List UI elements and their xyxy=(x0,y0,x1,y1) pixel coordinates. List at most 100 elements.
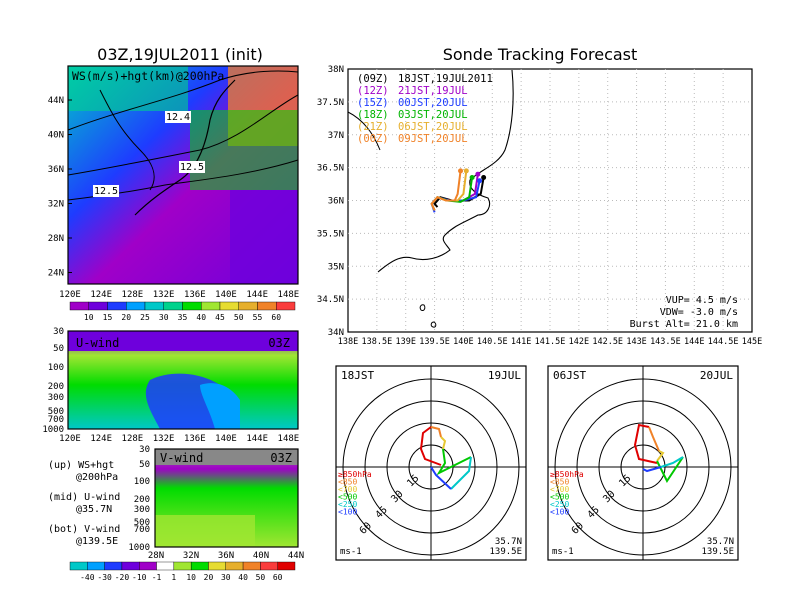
hodo-lon: 139.5E xyxy=(489,547,522,557)
hodograph-trace xyxy=(648,426,660,452)
lat-tick-label: 36.5N xyxy=(317,164,344,174)
u-wind-frame xyxy=(67,330,299,430)
right-title: Sonde Tracking Forecast xyxy=(443,45,638,64)
pressure-tick-label: 30 xyxy=(139,445,150,455)
colorbar-label: 40 xyxy=(196,313,206,322)
coastline xyxy=(99,89,155,191)
pressure-tick-label: 500 xyxy=(134,518,150,528)
hodo-time: 06JST xyxy=(553,369,586,382)
u-x-ticks: 120E 124E 128E 132E 136E 140E 144E 148E xyxy=(59,434,299,444)
level-legend: <250 xyxy=(338,500,357,509)
legend-code: (18Z) xyxy=(357,109,389,121)
pressure-tick-label: 1000 xyxy=(128,543,150,553)
sonde-burst-point xyxy=(463,168,469,174)
colorbar-swatch xyxy=(139,561,157,571)
contour-label: 12.5 xyxy=(94,186,118,197)
colorbar-swatch xyxy=(126,301,146,311)
v-wind-frame xyxy=(154,448,299,548)
hodograph-trace xyxy=(642,466,662,473)
lon-tick-label: 142E xyxy=(569,337,589,347)
legend-time: 21JST,19JUL xyxy=(398,85,468,97)
coastline xyxy=(134,79,236,216)
note-sub: @200hPa xyxy=(76,472,118,483)
pressure-tick-label: 300 xyxy=(134,505,150,515)
colorbar-swatch xyxy=(201,301,221,311)
u-wind-time: 03Z xyxy=(268,336,290,350)
pressure-tick-label: 1000 xyxy=(42,425,64,435)
contour-label-box xyxy=(179,161,205,173)
colorbar-swatch xyxy=(190,561,209,571)
lon-tick-label: 132E xyxy=(153,434,175,444)
colorbar-swatch xyxy=(238,301,258,311)
sonde-burst-point xyxy=(475,171,481,177)
hodo-date: 20JUL xyxy=(700,369,733,382)
colorbar-label: 35 xyxy=(178,313,188,322)
colorbar-swatch xyxy=(257,301,277,311)
ws-map-panel: WS(m/s)+hgt(km)@200hPa 12.412.512.5 44N4… xyxy=(48,65,300,322)
lon-tick-label: 141E xyxy=(511,337,531,347)
hodograph-trace xyxy=(450,456,472,490)
lon-tick-label: 124E xyxy=(90,434,112,444)
ws-lat-ticks: 44N 40N 36N 32N 28N 24N xyxy=(48,96,72,279)
pressure-tick-label: 700 xyxy=(134,525,150,535)
lon-tick-label: 143.5E xyxy=(650,337,681,347)
vup-text: VUP= 4.5 m/s xyxy=(666,295,738,306)
pressure-tick-label: 300 xyxy=(48,393,64,403)
colorbar-swatch xyxy=(121,561,140,571)
colorbar-swatch xyxy=(107,301,127,311)
lon-tick-label: 148E xyxy=(278,290,300,300)
lat-tick-label: 32N xyxy=(183,551,199,561)
colorbar-swatch xyxy=(242,561,261,571)
colorbar-swatch xyxy=(219,301,239,311)
lon-tick-label: 145E xyxy=(742,337,762,347)
lon-tick-label: 120E xyxy=(59,290,81,300)
lon-tick-label: 140.5E xyxy=(477,337,508,347)
lat-tick-label: 24N xyxy=(48,269,64,279)
colorbar-label: -30 xyxy=(97,573,112,582)
colorbar-label: 20 xyxy=(121,313,131,322)
colorbar-swatch xyxy=(277,561,296,571)
contour-label: 12.5 xyxy=(180,162,204,173)
pressure-tick-label: 700 xyxy=(48,415,64,425)
sonde-track-line xyxy=(430,170,462,211)
contour-line xyxy=(67,94,299,176)
colorbar-label: 50 xyxy=(256,573,266,582)
pressure-tick-label: 50 xyxy=(53,344,64,354)
ws-map-frame xyxy=(67,65,299,285)
hodograph-trace xyxy=(633,423,658,464)
colorbar-swatch xyxy=(88,301,108,311)
legend-time: 09JST,20JUL xyxy=(398,133,468,145)
hodo-date: 19JUL xyxy=(488,369,521,382)
colorbar-swatch xyxy=(260,561,278,571)
hodo-lon: 139.5E xyxy=(701,547,734,557)
lat-tick-label: 38N xyxy=(328,65,344,75)
burst-text: Burst Alt= 21.0 km xyxy=(630,319,738,330)
legend-time: 03JST,20JUL xyxy=(398,109,468,121)
lat-tick-label: 35.5N xyxy=(317,229,344,239)
legend-code: (21Z) xyxy=(357,121,389,133)
lat-tick-label: 28N xyxy=(48,234,64,244)
lon-tick-label: 124E xyxy=(90,290,112,300)
colorbar-swatch xyxy=(276,301,296,311)
hodo-units: ms-1 xyxy=(552,547,574,557)
lon-tick-label: 144E xyxy=(684,337,704,347)
hodograph-trace xyxy=(440,436,447,450)
colorbar-label: 10 xyxy=(186,573,196,582)
lat-tick-label: 40N xyxy=(48,131,64,141)
legend-time: 06JST,20JUL xyxy=(398,121,468,133)
lat-tick-label: 37N xyxy=(328,131,344,141)
lon-tick-label: 139.5E xyxy=(419,337,450,347)
sonde-burst-point xyxy=(481,174,487,180)
hodo-units: ms-1 xyxy=(340,547,362,557)
sonde-burst-point xyxy=(469,174,475,180)
v-x-ticks: 28N 32N 36N 40N 44N xyxy=(148,551,304,561)
lat-tick-label: 35N xyxy=(328,262,344,272)
level-legend: <850 xyxy=(550,478,569,487)
pressure-tick-label: 200 xyxy=(48,382,64,392)
colorbar-swatch xyxy=(104,561,123,571)
colorbar-label: 30 xyxy=(159,313,169,322)
ws-colorbar: 10 15 20 25 30 35 40 45 50 55 60 xyxy=(69,301,296,322)
